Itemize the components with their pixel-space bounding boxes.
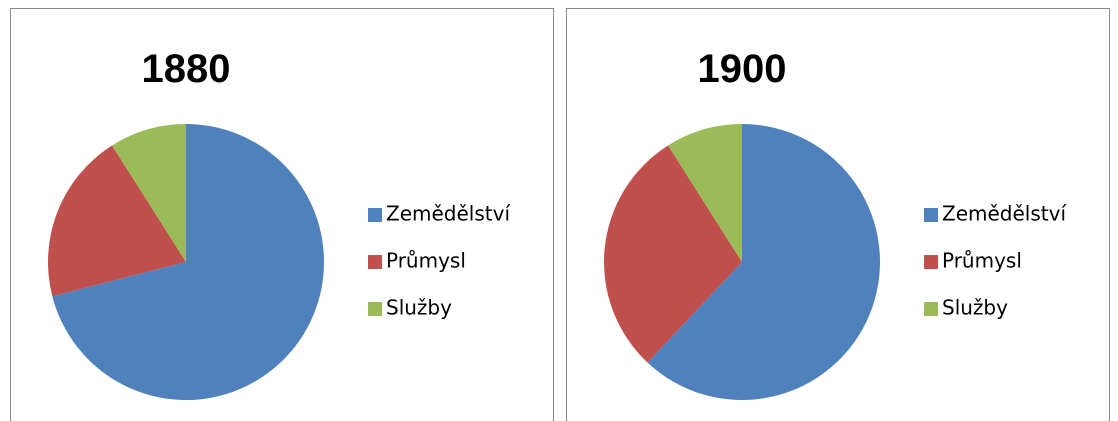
pie-slice	[52, 124, 325, 400]
legend-swatch	[924, 302, 938, 316]
legend-label: Zemědělství	[386, 202, 511, 226]
pie-slice	[647, 124, 881, 401]
chart-title: 1900	[698, 47, 787, 91]
legend-label: Průmysl	[942, 249, 1022, 273]
legend-label: Zemědělství	[942, 202, 1067, 226]
pie-slice	[112, 124, 186, 262]
legend-label: Služby	[386, 296, 452, 320]
chart-title: 1880	[142, 47, 231, 91]
legend-swatch	[368, 302, 382, 316]
legend-swatch	[924, 255, 938, 269]
legend-swatch	[924, 208, 938, 222]
legend-swatch	[368, 208, 382, 222]
legend-swatch	[368, 255, 382, 269]
pie-slice	[668, 124, 742, 262]
pie-slice	[47, 145, 186, 297]
legend-label: Průmysl	[386, 249, 466, 273]
legend-label: Služby	[942, 296, 1008, 320]
pie-slice	[604, 145, 742, 363]
